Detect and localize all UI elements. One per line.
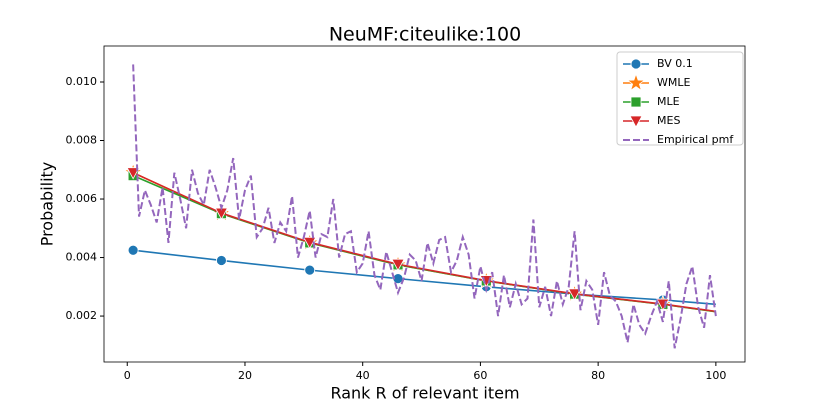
y-axis-label: Probability bbox=[38, 162, 57, 247]
point-marker bbox=[216, 255, 227, 266]
legend-marker bbox=[630, 96, 642, 108]
legend-marker bbox=[629, 115, 643, 128]
legend-marker bbox=[630, 58, 642, 70]
y-tick-label: 0.008 bbox=[66, 134, 98, 147]
point-marker bbox=[126, 167, 140, 180]
point-marker bbox=[304, 264, 316, 276]
series-line bbox=[133, 249, 716, 306]
legend-label: WMLE bbox=[657, 76, 690, 89]
legend-label: MLE bbox=[657, 95, 680, 108]
point-marker bbox=[127, 244, 139, 256]
legend-label: BV 0.1 bbox=[657, 57, 693, 70]
x-tick-label: 40 bbox=[356, 369, 370, 382]
legend-label: Empirical pmf bbox=[657, 133, 734, 146]
y-tick-label: 0.010 bbox=[66, 75, 98, 88]
series-line bbox=[132, 171, 716, 313]
y-tick-label: 0.006 bbox=[66, 192, 98, 205]
series-line bbox=[132, 171, 716, 313]
chart-title: NeuMF:citeulike:100 bbox=[329, 24, 521, 46]
x-axis-label: Rank R of relevant item bbox=[330, 384, 519, 403]
series-line bbox=[132, 64, 717, 349]
legend-marker bbox=[626, 72, 646, 92]
point-marker bbox=[303, 236, 317, 250]
plot-frame bbox=[103, 45, 746, 363]
x-tick-label: 100 bbox=[705, 369, 726, 382]
point-marker bbox=[567, 288, 582, 301]
point-marker bbox=[391, 258, 405, 272]
x-tick-label: 0 bbox=[124, 369, 131, 382]
legend-label: MES bbox=[657, 114, 680, 127]
y-tick-label: 0.004 bbox=[66, 251, 98, 264]
x-tick-label: 60 bbox=[473, 369, 487, 382]
x-tick-label: 20 bbox=[238, 369, 252, 382]
series-line bbox=[132, 174, 716, 313]
y-tick-label: 0.002 bbox=[66, 309, 98, 322]
x-tick-label: 80 bbox=[591, 369, 605, 382]
